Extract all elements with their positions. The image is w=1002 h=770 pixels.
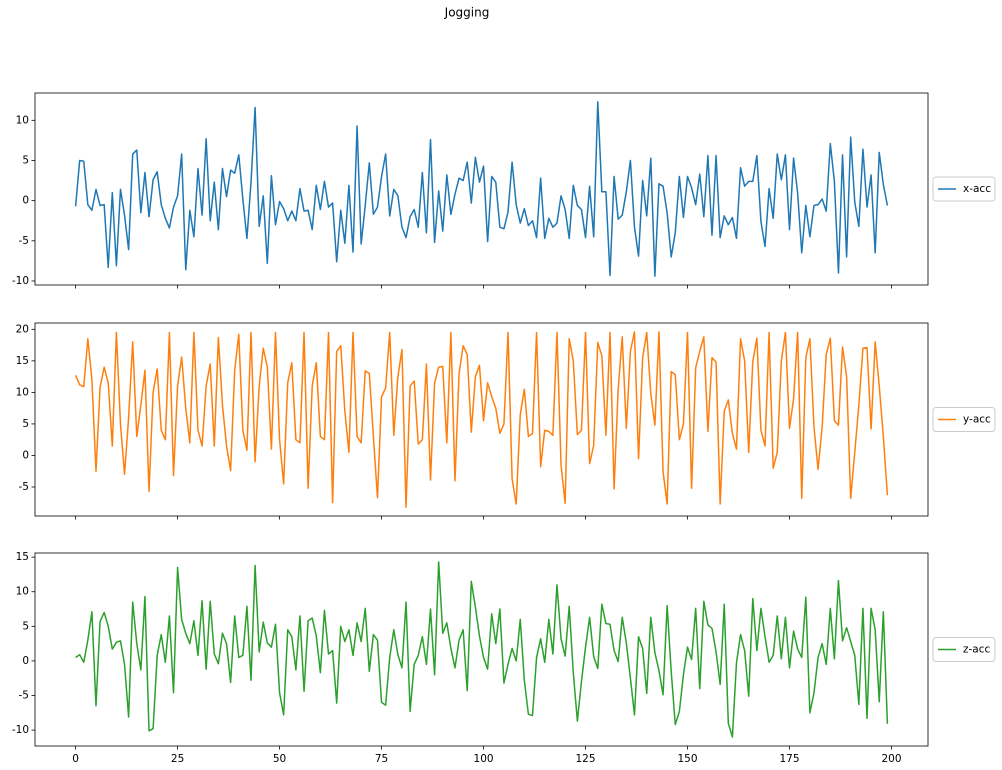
y-tick-label: -5: [19, 235, 29, 247]
axes-frame: [34, 552, 929, 747]
x-tick-label: 50: [273, 753, 286, 765]
figure-title: Jogging: [444, 6, 490, 20]
x-tick-label: 125: [576, 753, 596, 765]
y-tick-label: 0: [22, 195, 29, 207]
y-tick-label: 5: [22, 418, 29, 430]
x-tick-label: 100: [474, 753, 494, 765]
x-tick-label: 175: [779, 753, 799, 765]
y-tick-label: 10: [16, 114, 29, 126]
axes-frame: [34, 92, 929, 286]
data-line: [74, 101, 889, 277]
y-tick-label: 0: [22, 655, 29, 667]
x-tick-label: 200: [881, 753, 901, 765]
y-tick-label: 15: [16, 551, 29, 563]
y-tick-label: 0: [22, 449, 29, 461]
y-tick-label: -5: [19, 481, 29, 493]
y-tick-label: -10: [12, 275, 29, 287]
x-tick-label: 25: [171, 753, 184, 765]
legend-label: x-acc: [963, 183, 991, 195]
x-tick-label: 0: [72, 753, 79, 765]
x-tick-label: 150: [677, 753, 697, 765]
data-line: [74, 331, 889, 508]
y-tick-label: 10: [16, 386, 29, 398]
y-tick-label: -10: [12, 724, 29, 736]
legend-box: [932, 176, 996, 202]
y-tick-label: 5: [22, 620, 29, 632]
x-tick-label: 75: [375, 753, 388, 765]
y-tick-label: -5: [19, 690, 29, 702]
data-line: [75, 561, 889, 738]
legend-box: [932, 637, 996, 662]
y-tick-label: 5: [22, 154, 29, 166]
axes-frame: [34, 322, 929, 517]
y-tick-label: 20: [16, 323, 29, 335]
legend-label: z-acc: [963, 644, 991, 656]
y-tick-label: 10: [16, 586, 29, 598]
y-tick-label: 15: [16, 355, 29, 367]
legend-label: y-acc: [963, 414, 991, 426]
legend-box: [932, 407, 996, 432]
